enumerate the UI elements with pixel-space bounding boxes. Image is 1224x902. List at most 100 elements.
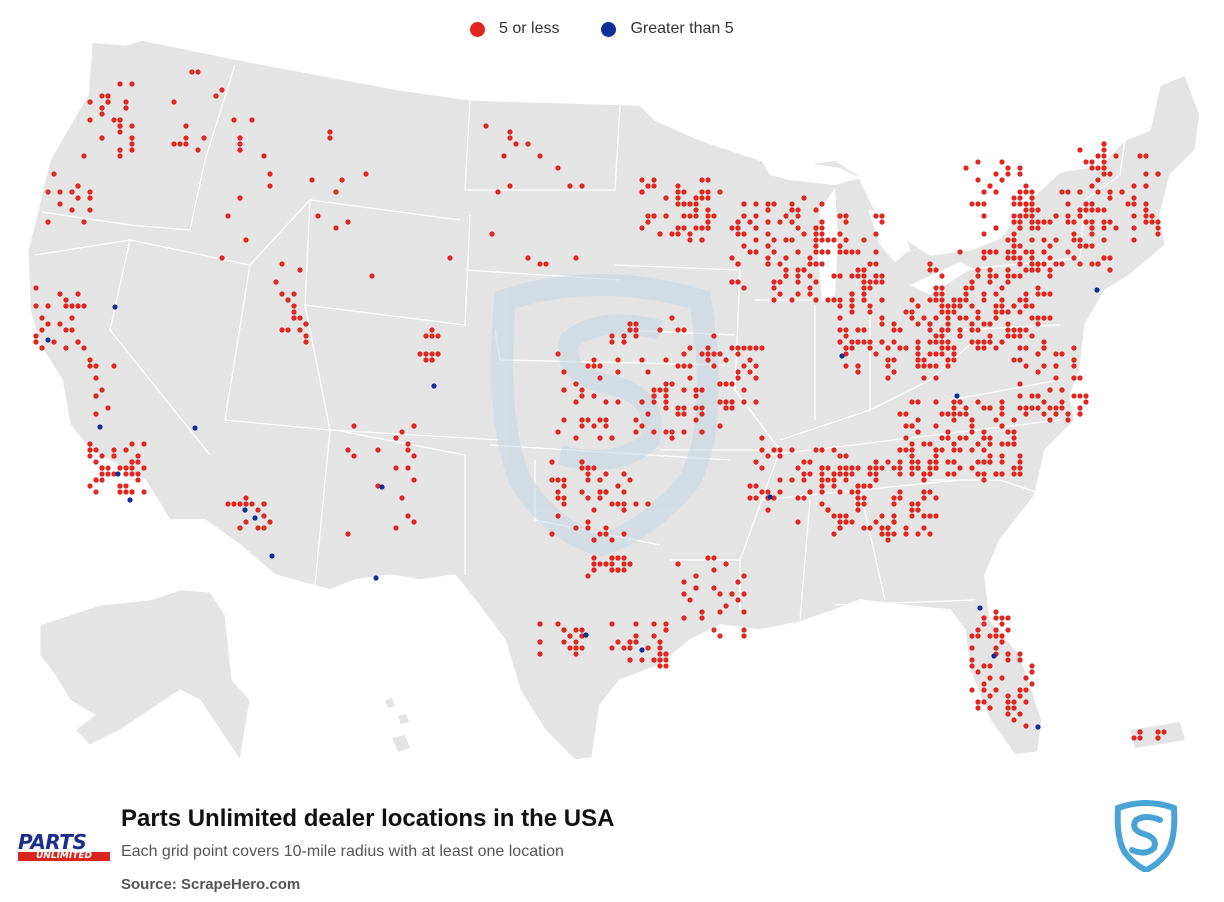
dealer-point [297, 327, 303, 333]
dealer-point [849, 249, 855, 255]
dealer-point [669, 231, 675, 237]
dealer-point [681, 591, 687, 597]
dealer-point [1017, 201, 1023, 207]
dealer-point [1095, 207, 1101, 213]
dealer-point [297, 315, 303, 321]
dealer-point [861, 237, 867, 243]
dealer-point [741, 609, 747, 615]
dealer-point [651, 621, 657, 627]
dealer-point-high [431, 383, 437, 389]
dealer-point [765, 255, 771, 261]
dealer-point [741, 285, 747, 291]
dealer-point [819, 501, 825, 507]
dealer-point [999, 309, 1005, 315]
dealer-point [705, 195, 711, 201]
dealer-point [813, 207, 819, 213]
dealer-point [975, 327, 981, 333]
dealer-point [675, 561, 681, 567]
dealer-point [1155, 225, 1161, 231]
dealer-point [879, 213, 885, 219]
dealer-point [975, 669, 981, 675]
dealer-point [987, 453, 993, 459]
dealer-point [609, 645, 615, 651]
dealer-point [1071, 357, 1077, 363]
dealer-point [1035, 315, 1041, 321]
alaska-shape [39, 589, 251, 762]
dealer-point [621, 471, 627, 477]
dealer-point [975, 471, 981, 477]
dealer-point [639, 225, 645, 231]
dealer-point [1041, 237, 1047, 243]
dealer-point [855, 249, 861, 255]
dealer-point [993, 633, 999, 639]
dealer-point [777, 489, 783, 495]
dealer-point [621, 645, 627, 651]
dealer-point [693, 225, 699, 231]
dealer-point [1149, 213, 1155, 219]
dealer-point [663, 621, 669, 627]
dealer-point [609, 561, 615, 567]
dealer-point [81, 345, 87, 351]
dealer-point [825, 249, 831, 255]
dealer-point [195, 69, 201, 75]
dealer-point [1041, 345, 1047, 351]
dealer-point [405, 447, 411, 453]
dealer-point [591, 363, 597, 369]
dealer-point [993, 687, 999, 693]
dealer-point [1017, 651, 1023, 657]
dealer-point [663, 357, 669, 363]
dealer-point [111, 117, 117, 123]
dealer-point [843, 363, 849, 369]
dealer-point [999, 615, 1005, 621]
dealer-point [429, 351, 435, 357]
dealer-point [609, 555, 615, 561]
dealer-point [1101, 225, 1107, 231]
border-ms-al [799, 499, 811, 621]
dealer-point [915, 399, 921, 405]
dealer-point [987, 279, 993, 285]
dealer-point [267, 171, 273, 177]
dealer-point [969, 429, 975, 435]
dealer-point [615, 399, 621, 405]
dealer-point [795, 465, 801, 471]
dealer-point [579, 393, 585, 399]
dealer-point [1035, 393, 1041, 399]
dealer-point [117, 123, 123, 129]
dealer-point [663, 627, 669, 633]
dealer-point [963, 297, 969, 303]
dealer-point [279, 291, 285, 297]
dealer-point [573, 639, 579, 645]
dealer-point [933, 399, 939, 405]
dealer-point [1017, 453, 1023, 459]
dealer-point [945, 435, 951, 441]
dealer-point [939, 291, 945, 297]
dealer-point [435, 351, 441, 357]
dealer-point [699, 429, 705, 435]
dealer-point [999, 411, 1005, 417]
dealer-point [1101, 219, 1107, 225]
dealer-point [513, 141, 519, 147]
dealer-point [807, 255, 813, 261]
dealer-point [951, 459, 957, 465]
dealer-point [1035, 225, 1041, 231]
dealer-point [111, 447, 117, 453]
dealer-point [945, 429, 951, 435]
dealer-point [663, 657, 669, 663]
dealer-point [657, 657, 663, 663]
dealer-point [729, 591, 735, 597]
dealer-point [945, 357, 951, 363]
dealer-point [837, 315, 843, 321]
dealer-point [951, 399, 957, 405]
dealer-point [1011, 219, 1017, 225]
dealer-point [849, 297, 855, 303]
dealer-point [573, 627, 579, 633]
dealer-point [561, 387, 567, 393]
dealer-point [285, 327, 291, 333]
dealer-point [843, 465, 849, 471]
dealer-point [69, 303, 75, 309]
dealer-point [777, 219, 783, 225]
dealer-point [705, 555, 711, 561]
dealer-point [753, 459, 759, 465]
dealer-point [981, 189, 987, 195]
dealer-point [1023, 303, 1029, 309]
